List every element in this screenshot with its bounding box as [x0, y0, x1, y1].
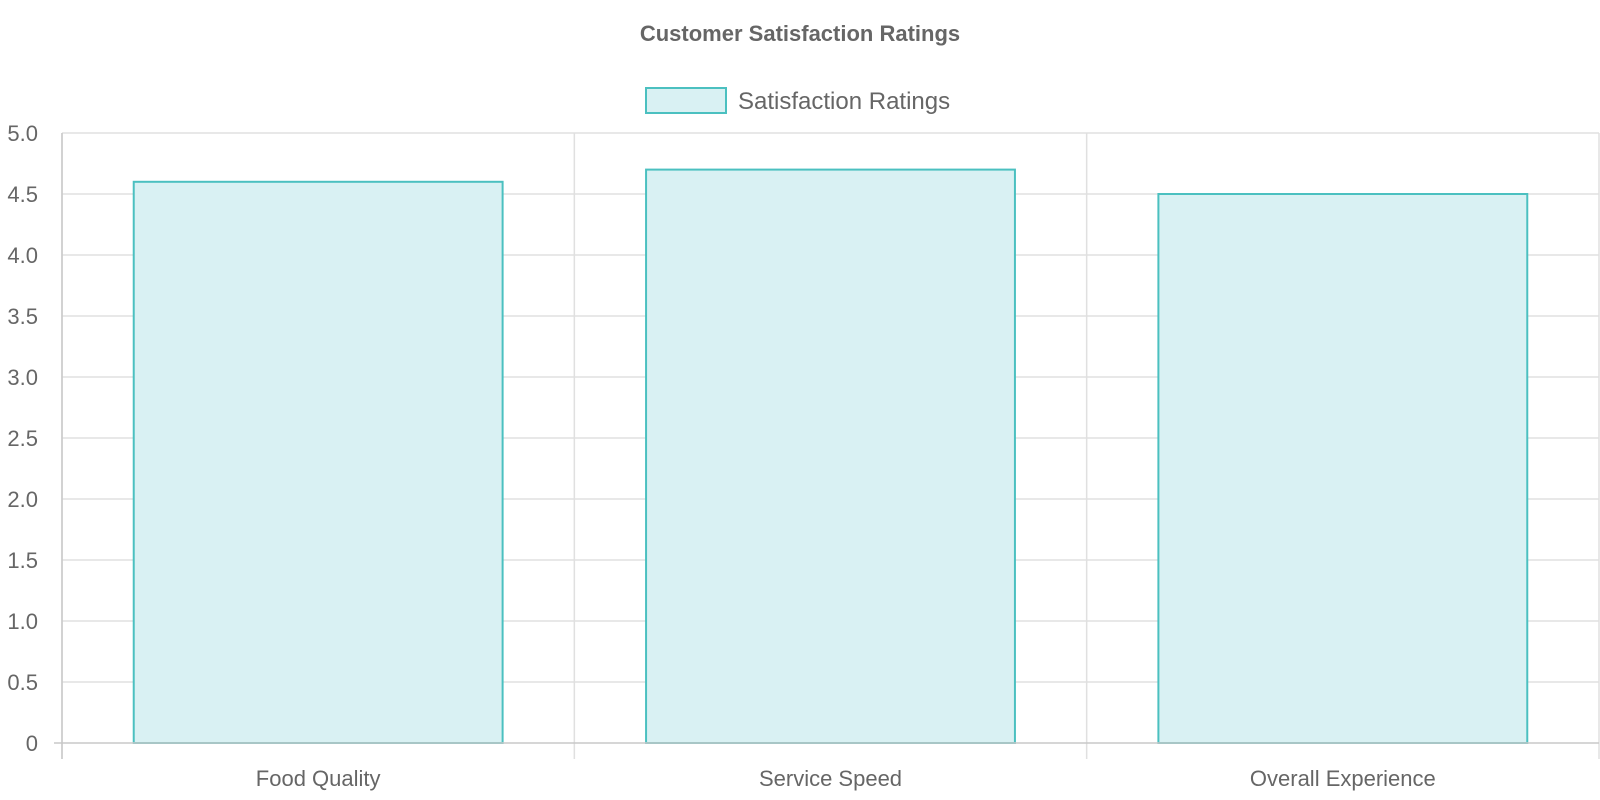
bars [132, 168, 1529, 745]
bar-food-quality[interactable] [132, 180, 504, 745]
y-tick-label: 0.5 [7, 670, 38, 695]
bar-service-speed[interactable] [645, 168, 1016, 745]
y-tick-label: 4.0 [7, 243, 38, 268]
y-tick-label: 3.5 [7, 304, 38, 329]
y-tick-label: 0 [26, 731, 38, 756]
y-tick-label: 2.5 [7, 426, 38, 451]
y-tick-label: 3.0 [7, 365, 38, 390]
x-tick-label: Overall Experience [1250, 766, 1436, 791]
x-tick-label: Service Speed [759, 766, 902, 791]
x-axis-ticks: Food Quality Service Speed Overall Experie… [256, 766, 1436, 791]
y-tick-label: 1.5 [7, 548, 38, 573]
y-tick-label: 2.0 [7, 487, 38, 512]
y-tick-label: 4.5 [7, 182, 38, 207]
y-axis-ticks: 0 0.5 1.0 1.5 2.0 2.5 3.0 3.5 4.0 4.5 5.0 [7, 121, 38, 756]
legend-swatch [645, 87, 727, 114]
axes [54, 133, 1599, 759]
bar-overall-experience[interactable] [1157, 193, 1529, 744]
y-tick-label: 1.0 [7, 609, 38, 634]
legend[interactable]: Satisfaction Ratings [645, 87, 950, 115]
legend-label: Satisfaction Ratings [738, 88, 950, 115]
x-tick-label: Food Quality [256, 766, 381, 791]
chart-title: Customer Satisfaction Ratings [640, 21, 960, 46]
y-tick-label: 5.0 [7, 121, 38, 146]
